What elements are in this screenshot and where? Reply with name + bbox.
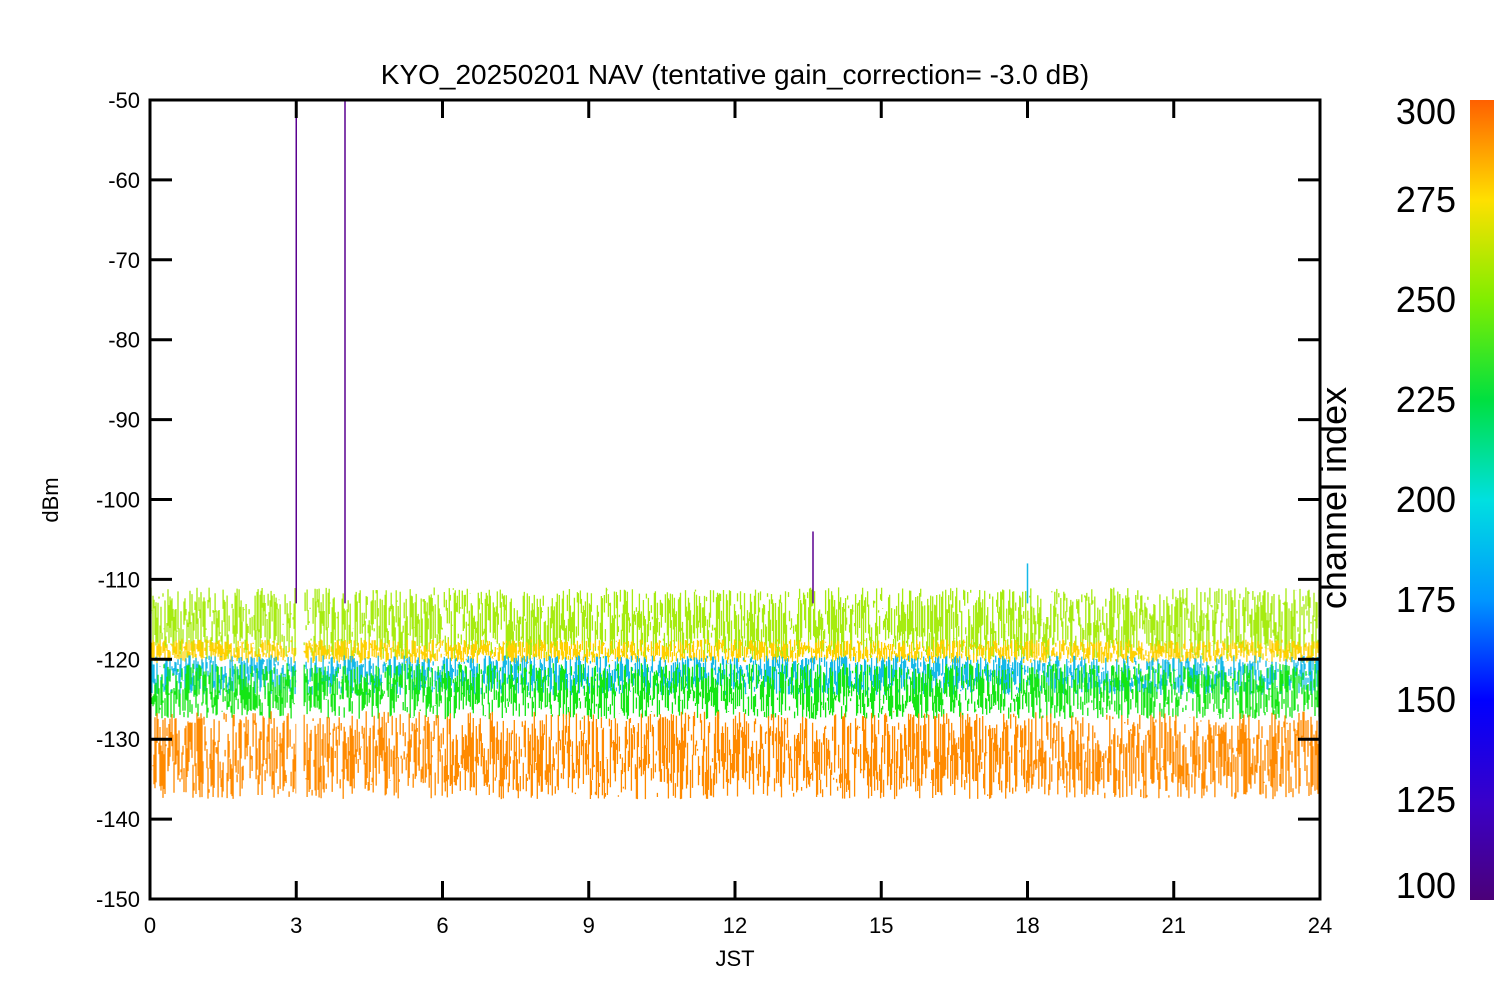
colorbar-ticks: 300 275 250 225 200 175 150 125 100	[1396, 91, 1456, 906]
x-tick-label: 12	[723, 913, 747, 938]
x-tick-label: 9	[583, 913, 595, 938]
y-axis: -50 -60 -70 -80 -90 -100 -110 -120 -130 -140 -150	[96, 88, 1320, 912]
series-band-260	[150, 587, 1320, 660]
x-tick-label: 3	[290, 913, 302, 938]
colorbar-tick-label: 100	[1396, 865, 1456, 906]
series-band-225	[150, 663, 1320, 720]
x-tick-label: 18	[1015, 913, 1039, 938]
y-tick-label: -100	[96, 488, 140, 513]
x-tick-label: 24	[1308, 913, 1332, 938]
y-tick-label: -70	[108, 248, 140, 273]
colorbar-tick-label: 125	[1396, 779, 1456, 820]
x-tick-label: 6	[436, 913, 448, 938]
colorbar-tick-label: 275	[1396, 179, 1456, 220]
x-axis-label: JST	[715, 946, 754, 971]
plot-frame	[148, 98, 1322, 901]
y-tick-label: -140	[96, 807, 140, 832]
colorbar-tick-label: 225	[1396, 379, 1456, 420]
y-tick-label: -150	[96, 887, 140, 912]
plot-area	[150, 587, 1320, 800]
y-tick-label: -130	[96, 727, 140, 752]
series-band-295	[150, 711, 1320, 800]
y-tick-label: -80	[108, 328, 140, 353]
y-tick-label: -110	[98, 567, 140, 592]
colorbar-tick-label: 150	[1396, 679, 1456, 720]
y-tick-label: -120	[96, 647, 140, 672]
x-tick-label: 15	[869, 913, 893, 938]
x-tick-label: 0	[144, 913, 156, 938]
y-tick-label: -60	[108, 168, 140, 193]
event-spikes	[295, 100, 1029, 604]
gap-strip	[296, 101, 304, 898]
colorbar-tick-label: 300	[1396, 91, 1456, 132]
colorbar-label: channel index	[1313, 387, 1354, 609]
colorbar-tick-label: 200	[1396, 479, 1456, 520]
y-tick-label: -50	[108, 88, 140, 113]
y-tick-label: -90	[108, 408, 140, 433]
data-gap	[296, 101, 304, 898]
y-axis-label: dBm	[38, 477, 63, 522]
colorbar-tick-label: 250	[1396, 279, 1456, 320]
x-tick-label: 21	[1162, 913, 1186, 938]
series-band-285	[150, 639, 1320, 664]
colorbar	[1470, 100, 1494, 900]
colorbar-tick-label: 175	[1396, 579, 1456, 620]
chart-title: KYO_20250201 NAV (tentative gain_correct…	[381, 59, 1089, 90]
x-axis: 0 3 6 9 12 15 18 21 24	[144, 100, 1332, 938]
